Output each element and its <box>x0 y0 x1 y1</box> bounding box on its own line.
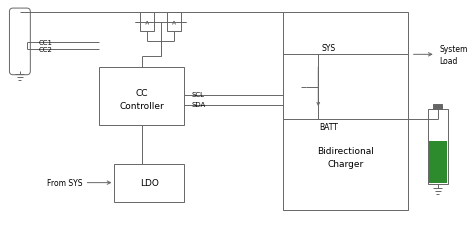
Text: SDA: SDA <box>192 102 206 108</box>
Text: CC1: CC1 <box>39 40 53 46</box>
Bar <box>140 12 154 32</box>
Text: BATT: BATT <box>319 123 337 132</box>
Text: From SYS: From SYS <box>47 178 82 187</box>
Text: Load: Load <box>439 57 458 66</box>
Text: CC2: CC2 <box>39 47 53 53</box>
Bar <box>114 164 184 202</box>
Text: CC: CC <box>136 88 148 97</box>
Text: SCL: SCL <box>192 92 205 98</box>
Bar <box>428 109 447 184</box>
Bar <box>100 68 184 125</box>
Bar <box>167 12 181 32</box>
Text: Bidirectional: Bidirectional <box>317 147 374 156</box>
Text: System: System <box>439 45 468 54</box>
Bar <box>283 12 408 211</box>
Bar <box>433 105 442 109</box>
Text: LDO: LDO <box>140 178 159 187</box>
Text: Charger: Charger <box>328 160 364 168</box>
Text: SYS: SYS <box>321 44 335 53</box>
Bar <box>428 142 447 183</box>
Text: Controller: Controller <box>119 101 164 110</box>
